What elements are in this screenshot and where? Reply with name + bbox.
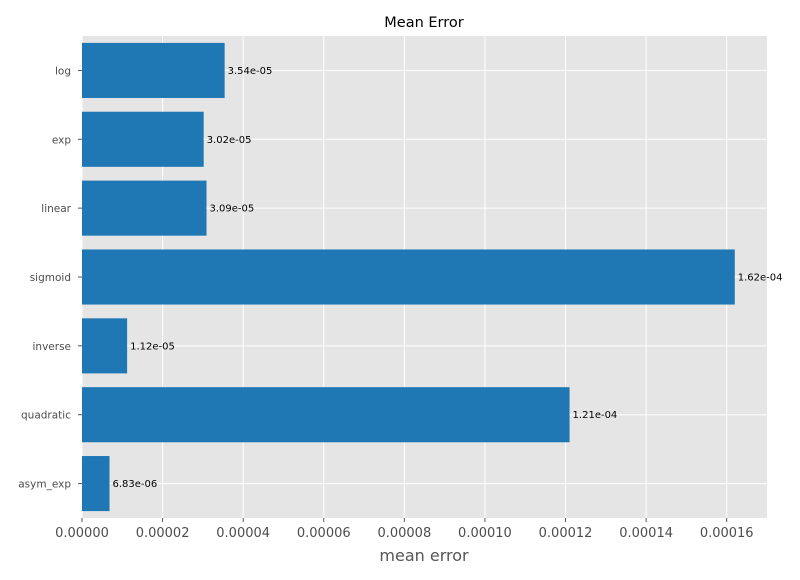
- category-label-log: log: [55, 65, 71, 77]
- data-labels: 3.54e-05 3.02e-05 3.09e-05 1.62e-04 1.12e-05…: [113, 66, 783, 490]
- data-label-asym_exp: 6.83e-06: [113, 479, 158, 490]
- bar-quadratic: [82, 387, 570, 443]
- x-tick-label: 0.00004: [216, 526, 270, 541]
- data-label-log: 3.54e-05: [228, 66, 273, 77]
- category-labels: log exp linear sigmoid inverse quadratic asym_…: [18, 65, 82, 491]
- category-label-sigmoid: sigmoid: [30, 272, 71, 284]
- x-tick-labels: 0.00000 0.00002 0.00004 0.00006 0.00008 0.000…: [55, 518, 754, 541]
- x-tick-label: 0.00016: [700, 526, 754, 541]
- bar-asym_exp: [82, 456, 110, 512]
- category-label-linear: linear: [41, 203, 71, 215]
- bar-log: [82, 42, 225, 98]
- data-label-quadratic: 1.21e-04: [573, 410, 618, 421]
- data-label-linear: 3.09e-05: [210, 204, 255, 215]
- data-label-inverse: 1.12e-05: [130, 341, 175, 352]
- bars: [82, 42, 735, 512]
- x-tick-label: 0.00008: [377, 526, 431, 541]
- x-tick-label: 0.00006: [297, 526, 351, 541]
- x-axis-label: mean error: [379, 546, 469, 565]
- category-label-exp: exp: [52, 134, 71, 146]
- x-tick-label: 0.00000: [55, 526, 109, 541]
- bar-inverse: [82, 318, 128, 374]
- x-tick-label: 0.00014: [619, 526, 673, 541]
- x-tick-label: 0.00002: [136, 526, 190, 541]
- data-label-sigmoid: 1.62e-04: [738, 273, 783, 284]
- chart-title: Mean Error: [384, 15, 463, 31]
- x-tick-label: 0.00010: [458, 526, 512, 541]
- category-label-inverse: inverse: [33, 341, 72, 353]
- category-label-quadratic: quadratic: [21, 410, 71, 422]
- bar-exp: [82, 111, 204, 167]
- x-tick-label: 0.00012: [539, 526, 593, 541]
- category-label-asym_exp: asym_exp: [18, 479, 71, 491]
- bar-sigmoid: [82, 249, 735, 305]
- data-label-exp: 3.02e-05: [207, 135, 252, 146]
- bar-linear: [82, 180, 207, 236]
